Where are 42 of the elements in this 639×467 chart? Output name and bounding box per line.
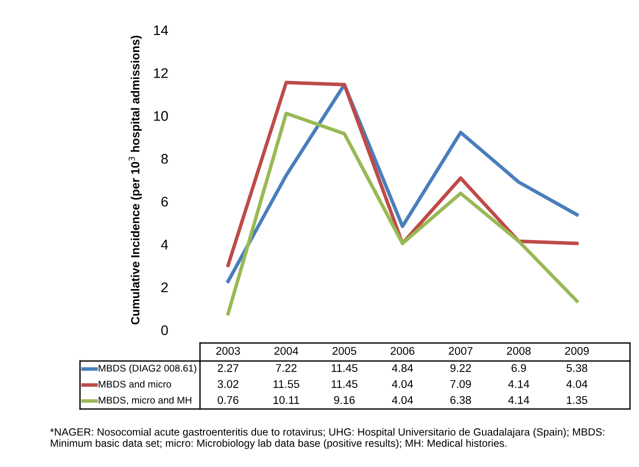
x-tick-label: 2008 (506, 346, 531, 355)
legend-label: MBDS and micro (98, 380, 172, 388)
y-tick-label: 10 (154, 111, 168, 121)
data-label: 2.27 (218, 364, 238, 372)
data-label: 3.02 (218, 380, 238, 388)
x-tick-label: 2004 (274, 346, 298, 355)
y-tick-label: 6 (161, 196, 168, 207)
data-label: 4.04 (392, 380, 413, 388)
data-label: 1.35 (566, 396, 588, 404)
legend-label: MBDS (DIAG2 008.61) (98, 364, 196, 374)
y-tick-label: 8 (161, 154, 168, 164)
y-tick-label: 4 (161, 240, 168, 250)
data-label: 5.38 (566, 364, 588, 372)
data-label: 4.84 (392, 364, 413, 372)
x-tick-label: 2005 (332, 346, 356, 355)
data-label: 6.38 (450, 396, 471, 404)
y-tick-label: 0 (161, 325, 168, 336)
data-label: 10.11 (274, 396, 300, 404)
data-label: 11.45 (332, 380, 358, 388)
data-label: 7.22 (276, 364, 296, 372)
data-label: 7.09 (450, 380, 471, 388)
data-label: 4.04 (566, 380, 588, 388)
y-axis-title: Cumulative Incidence (per 10$^{3}$ hospital admissions) (128, 36, 142, 324)
data-label: 4.04 (392, 396, 413, 404)
data-label: 9.16 (334, 396, 355, 404)
data-label: 6.9 (512, 364, 526, 372)
text: *NAGER: Nosocomial acute gastroenteritis due to rotavirus; UHG: Hospital Universitario de Guadalajara (Spain); MBDS: Minimum basic data set; micro: Microbiology lab data base (positive results); MH: Medical histories. (50, 428, 604, 449)
line-series (226, 112, 579, 316)
data-label: 11.55 (274, 380, 300, 388)
y-tick-label: 2 (161, 282, 168, 292)
data-label: 4.14 (508, 380, 530, 388)
x-tick-label: 2009 (565, 346, 589, 355)
y-tick-label: 14 (154, 25, 168, 36)
x-tick-label: 2003 (216, 346, 240, 355)
data-label: 11.45 (332, 364, 358, 372)
data-label: 9.22 (450, 364, 471, 372)
data-label: 0.76 (218, 396, 238, 404)
y-tick-label: 12 (154, 68, 168, 78)
legend-label: MBDS, micro and MH (98, 396, 192, 405)
x-tick-label: 2007 (448, 346, 472, 355)
x-tick-label: 2006 (390, 346, 414, 355)
data-label: 4.14 (508, 396, 530, 404)
